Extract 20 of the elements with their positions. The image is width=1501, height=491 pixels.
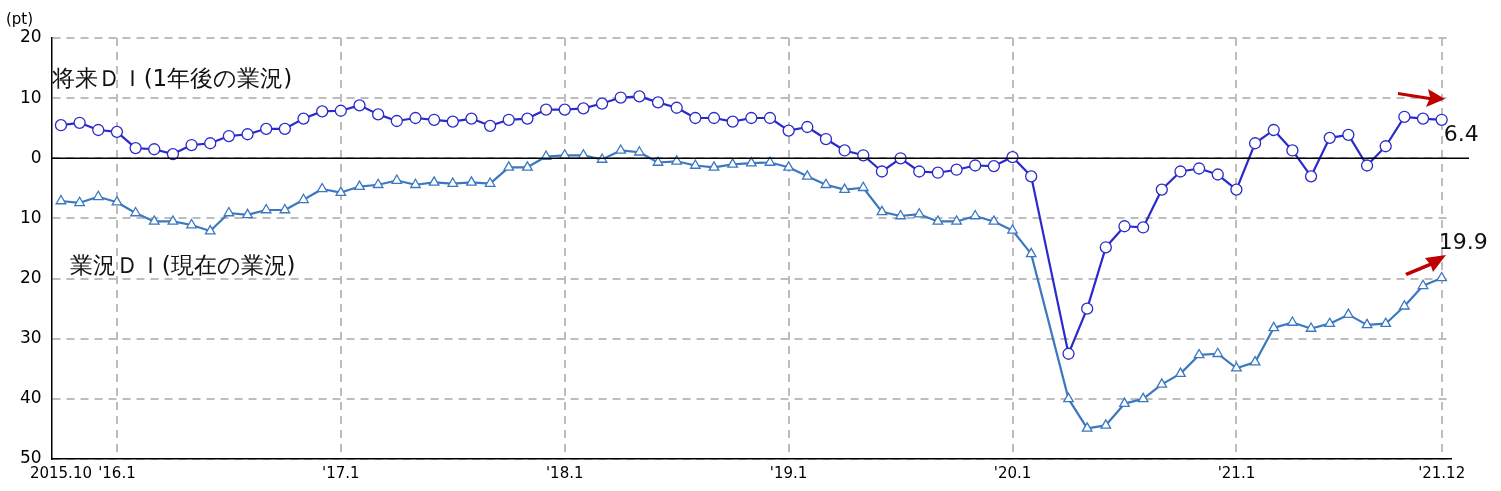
x-tick-label: '18.1: [545, 463, 584, 482]
y-tick-label: 10: [19, 86, 42, 107]
x-tick-label: '17.1: [322, 463, 360, 482]
series-label: 将来ＤＩ(1年後の業況): [50, 65, 293, 92]
x-tick-label: '20.1: [993, 463, 1032, 482]
x-tick-label: 2015.10: [29, 463, 92, 482]
x-tick-label: '21.1: [1217, 463, 1256, 482]
y-tick-label: 20: [19, 266, 42, 287]
y-axis-title: (pt): [6, 9, 34, 28]
y-tick-label: 20: [19, 26, 42, 47]
annotation: 19.9: [1438, 228, 1488, 254]
x-tick-label: '21.12: [1418, 463, 1466, 482]
y-tick-label: 40: [19, 387, 42, 408]
y-tick-label: 0: [30, 146, 42, 167]
x-tick-label: '19.1: [769, 463, 808, 482]
y-tick-label: 10: [19, 206, 42, 227]
annotation: 6.4: [1443, 120, 1479, 146]
x-tick-label: '16.1: [98, 463, 136, 482]
series-label: 業況ＤＩ(現在の業況): [69, 252, 296, 279]
y-tick-label: 30: [19, 327, 42, 348]
